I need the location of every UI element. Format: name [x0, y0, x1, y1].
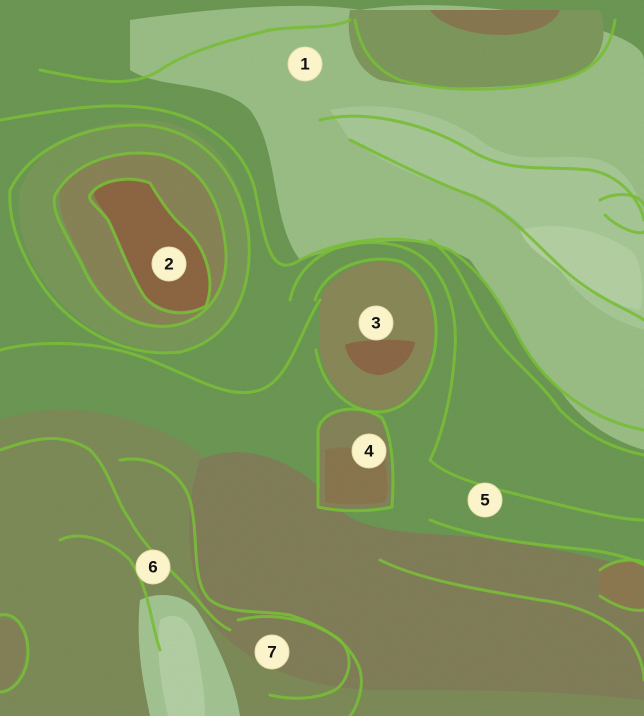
map-marker-4[interactable]: 4	[351, 433, 387, 469]
map-marker-5[interactable]: 5	[467, 482, 503, 518]
map-marker-label: 6	[148, 558, 157, 577]
map-marker-7[interactable]: 7	[254, 634, 290, 670]
map-marker-label: 3	[371, 314, 380, 333]
map-marker-label: 4	[364, 442, 374, 461]
map-markers: 1 2 3 4 5 6 7	[135, 46, 503, 670]
map-marker-label: 1	[300, 55, 309, 74]
map-marker-label: 7	[267, 643, 276, 662]
map-marker-6[interactable]: 6	[135, 549, 171, 585]
map-marker-1[interactable]: 1	[287, 46, 323, 82]
map-marker-label: 2	[164, 255, 173, 274]
map-marker-3[interactable]: 3	[358, 305, 394, 341]
map-marker-2[interactable]: 2	[151, 246, 187, 282]
map-marker-label: 5	[480, 491, 489, 510]
